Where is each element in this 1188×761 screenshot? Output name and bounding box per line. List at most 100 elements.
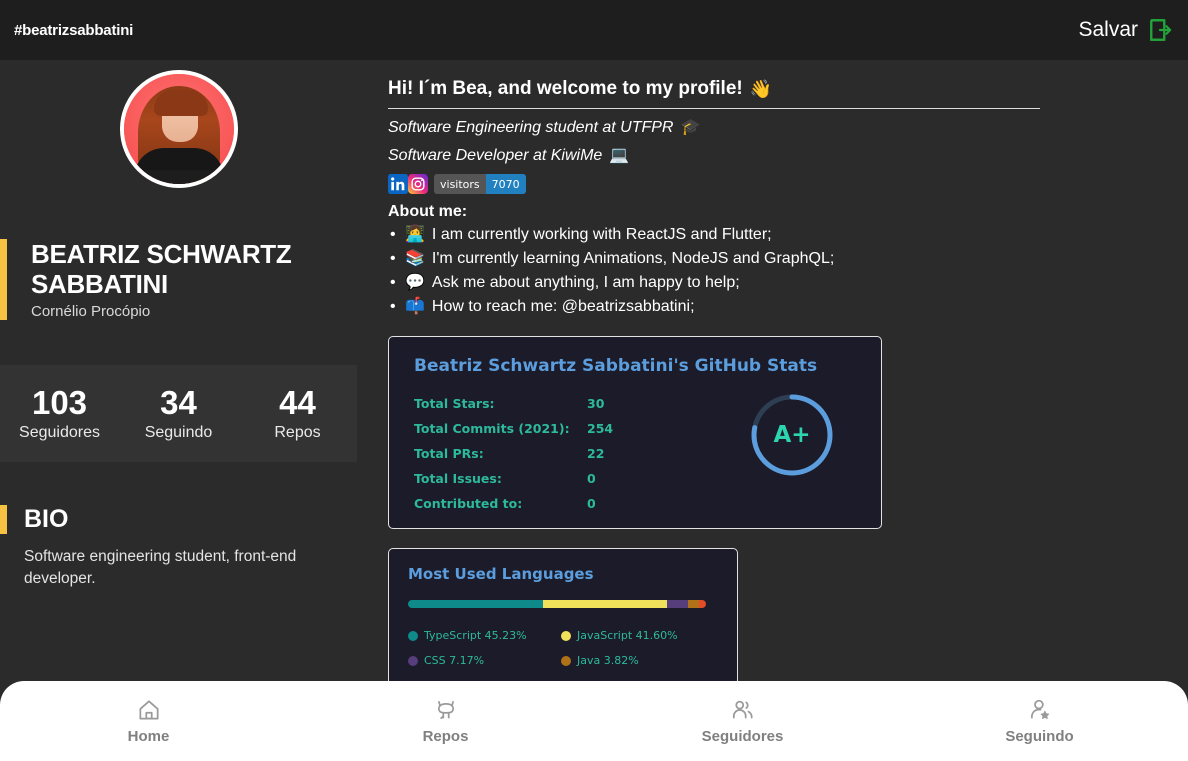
languages-title: Most Used Languages <box>408 565 594 583</box>
stat-label: Total PRs: <box>414 446 484 461</box>
table-row: Contributed to: 0 <box>414 491 881 516</box>
profile-stats-bar: 103 Seguidores 34 Seguindo 44 Repos <box>0 365 357 462</box>
list-item-text: How to reach me: @beatrizsabbatini; <box>431 298 695 315</box>
readme-line-education-text: Software Engineering student at UTFPR <box>388 119 674 136</box>
legend-color-dot <box>408 655 418 666</box>
legend-color-dot <box>408 630 418 641</box>
about-me-list: 👩‍💻 I am currently working with ReactJS … <box>388 223 1188 319</box>
stat-followers-value: 103 <box>31 384 88 422</box>
logout-icon[interactable] <box>1148 17 1174 43</box>
visitors-badge: visitors 7070 <box>434 174 526 194</box>
stat-repos-value: 44 <box>279 384 316 422</box>
legend-label: CSS 7.17% <box>424 654 485 667</box>
stat-followers[interactable]: 103 Seguidores <box>0 385 119 441</box>
stat-label: Total Commits (2021): <box>414 421 570 436</box>
legend-color-dot <box>561 655 571 666</box>
language-segment <box>542 600 667 608</box>
legend-item: Java 3.82% <box>561 648 714 673</box>
visitors-badge-count: 7070 <box>485 174 526 194</box>
nav-label-repos: Repos <box>422 728 469 745</box>
social-badges-row: visitors 7070 <box>388 174 1188 194</box>
bio-text: Software engineering student, front-end … <box>24 548 297 588</box>
avatar-image <box>123 74 234 184</box>
github-cat-icon <box>433 697 459 723</box>
table-row: Total PRs: 22 <box>414 441 881 466</box>
profile-name-block: BEATRIZ SCHWARTZ SABBATINI Cornélio Proc… <box>0 239 357 321</box>
readme-heading-text: Hi! I´m Bea, and welcome to my profile! <box>388 78 743 99</box>
legend-item: JavaScript 41.60% <box>561 623 714 648</box>
nav-item-seguidores[interactable]: Seguidores <box>594 697 891 745</box>
home-icon <box>136 697 162 723</box>
rank-ring: A+ <box>747 390 837 480</box>
stat-repos-label: Repos <box>274 423 321 441</box>
bio-title-wrap: BIO <box>0 505 357 534</box>
nav-label-seguidores: Seguidores <box>701 728 784 745</box>
table-row: Total Commits (2021): 254 <box>414 416 881 441</box>
language-segment <box>408 600 543 608</box>
list-item: 👩‍💻 I am currently working with ReactJS … <box>388 223 1188 247</box>
bottom-navigation: Home Repos Seguidores <box>0 681 1188 761</box>
stat-following-value: 34 <box>160 384 197 422</box>
github-stats-rows: Total Stars: 30 Total Commits (2021): 25… <box>414 391 881 516</box>
stat-following[interactable]: 34 Seguindo <box>119 385 238 441</box>
list-item: 💬 Ask me about anything, I am happy to h… <box>388 271 1188 295</box>
visitors-badge-label: visitors <box>434 174 486 194</box>
list-item: 📚 I'm currently learning Animations, Nod… <box>388 247 1188 271</box>
stat-label: Total Issues: <box>414 471 502 486</box>
mailbox-emoji-icon: 📫 <box>405 298 425 315</box>
readme-line-education: Software Engineering student at UTFPR 🎓 <box>388 119 1188 137</box>
readme-heading: Hi! I´m Bea, and welcome to my profile! … <box>388 78 1040 109</box>
graduation-cap-emoji-icon: 🎓 <box>680 119 701 136</box>
readme-line-job: Software Developer at KiwiMe 💻 <box>388 147 1188 165</box>
table-row: Total Stars: 30 <box>414 391 881 416</box>
rank-ring-svg <box>751 394 833 476</box>
list-item: 📫 How to reach me: @beatrizsabbatini; <box>388 295 1188 319</box>
legend-item: TypeScript 45.23% <box>408 623 561 648</box>
user-star-icon <box>1027 697 1053 723</box>
rank-label: A+ <box>773 422 811 448</box>
stat-repos[interactable]: 44 Repos <box>238 385 357 441</box>
list-item-text: Ask me about anything, I am happy to hel… <box>431 274 740 291</box>
page-title: BEATRIZ SCHWARTZ SABBATINI <box>31 239 292 300</box>
bio-block: BIO Software engineering student, front-… <box>0 505 357 591</box>
stat-value: 30 <box>587 396 605 411</box>
nav-label-seguindo: Seguindo <box>1005 728 1074 745</box>
books-emoji-icon: 📚 <box>405 250 425 267</box>
bio-title: BIO <box>24 505 69 533</box>
save-button-label[interactable]: Salvar <box>1078 18 1138 41</box>
languages-bar <box>408 600 706 608</box>
table-row: Total Issues: 0 <box>414 466 881 491</box>
language-segment <box>699 600 706 608</box>
legend-item: CSS 7.17% <box>408 648 561 673</box>
language-segment <box>688 600 700 608</box>
stat-value: 0 <box>587 471 596 486</box>
woman-technologist-emoji-icon: 👩‍💻 <box>405 226 425 243</box>
stat-value: 254 <box>587 421 614 436</box>
wave-emoji-icon: 👋 <box>749 79 773 99</box>
top-header: #beatrizsabbatini Salvar <box>0 0 1188 60</box>
stat-label: Contributed to: <box>414 496 523 511</box>
legend-label: Java 3.82% <box>577 654 639 667</box>
stat-label: Total Stars: <box>414 396 495 411</box>
header-actions: Salvar <box>1078 17 1174 43</box>
language-segment <box>666 600 689 608</box>
linkedin-icon[interactable] <box>388 174 408 194</box>
list-item-text: I am currently working with ReactJS and … <box>431 226 772 243</box>
stat-value: 22 <box>587 446 605 461</box>
nav-item-seguindo[interactable]: Seguindo <box>891 697 1188 745</box>
github-stats-card: Beatriz Schwartz Sabbatini's GitHub Stat… <box>388 336 882 529</box>
nav-item-home[interactable]: Home <box>0 697 297 745</box>
legend-label: TypeScript 45.23% <box>424 629 527 642</box>
laptop-emoji-icon: 💻 <box>609 147 630 164</box>
github-stats-title: Beatriz Schwartz Sabbatini's GitHub Stat… <box>414 356 818 376</box>
profile-location: Cornélio Procópio <box>31 303 151 321</box>
stat-value: 0 <box>587 496 596 511</box>
instagram-icon[interactable] <box>408 174 428 194</box>
header-username: #beatrizsabbatini <box>14 21 134 39</box>
avatar <box>119 70 238 188</box>
legend-label: JavaScript 41.60% <box>577 629 678 642</box>
nav-item-repos[interactable]: Repos <box>297 697 594 745</box>
readme-main: Hi! I´m Bea, and welcome to my profile! … <box>357 60 1188 761</box>
stat-followers-label: Seguidores <box>19 423 100 441</box>
nav-label-home: Home <box>127 728 170 745</box>
